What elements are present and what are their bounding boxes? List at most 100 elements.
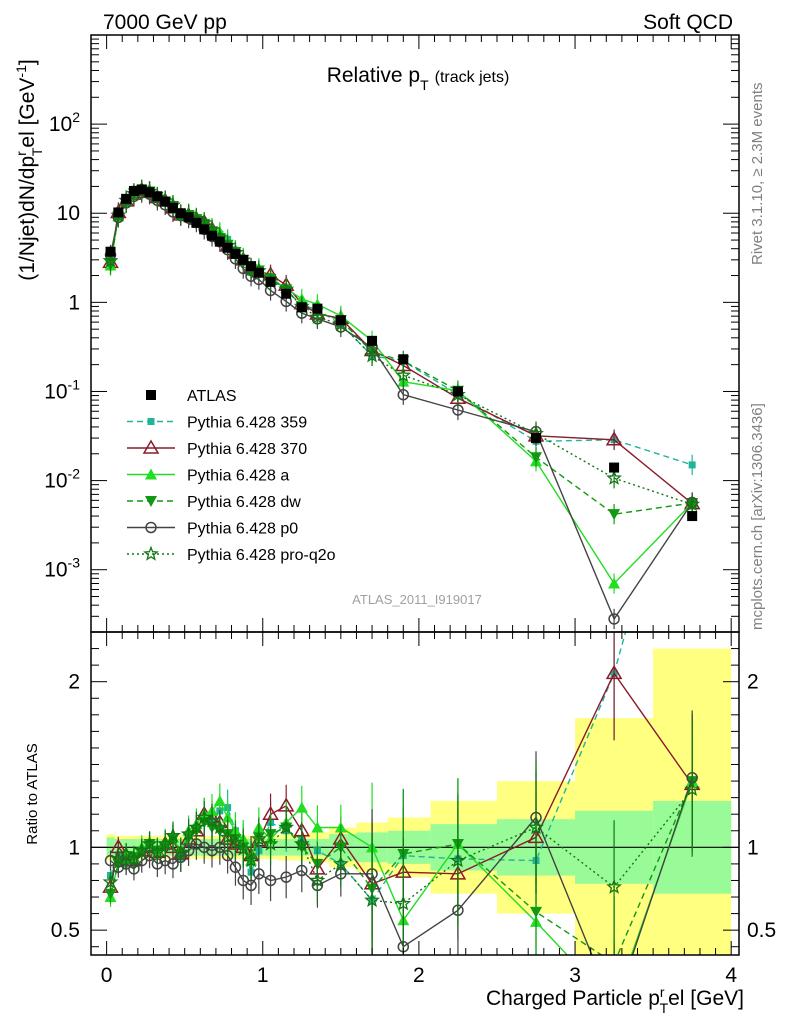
data-point xyxy=(105,246,116,257)
ylabel-sup2: -1 xyxy=(13,65,29,78)
x-tick-label: 2 xyxy=(413,964,425,987)
ratio-marker xyxy=(293,835,310,851)
y-tick-label-ratio-left: 2 xyxy=(68,671,80,694)
ratio-marker xyxy=(172,844,189,860)
y-tick-label-main: 10 xyxy=(57,202,80,225)
title-suffix: (track jets) xyxy=(435,69,510,86)
ratio-marker xyxy=(280,871,292,883)
plot-title: Relative pT (track jets) xyxy=(327,64,510,93)
ratio-marker xyxy=(167,858,179,870)
title-main: Relative p xyxy=(327,64,420,87)
main-marker xyxy=(684,496,701,512)
main-marker xyxy=(530,452,543,464)
data-point xyxy=(367,335,378,346)
data-point xyxy=(144,187,155,198)
ratio-frame xyxy=(90,631,740,956)
data-point xyxy=(199,224,210,235)
ratio-marker xyxy=(211,819,228,835)
y-tick-label-main: 102 xyxy=(49,109,80,136)
main-marker xyxy=(608,577,621,589)
data-point xyxy=(246,261,257,272)
y-tick-label-main: 1 xyxy=(68,291,80,314)
legend-label: Pythia 6.428 a xyxy=(187,468,289,485)
data-point xyxy=(687,511,698,522)
legend-marker xyxy=(143,545,159,561)
data-point xyxy=(335,315,346,326)
ratio-marker xyxy=(250,830,267,846)
y-tick-label-exponent: -3 xyxy=(68,555,81,571)
x-axis-label: Charged Particle pr Tel [GeV] xyxy=(486,984,744,1016)
header-right: Soft QCD xyxy=(643,11,733,34)
data-point xyxy=(121,193,132,204)
ratio-marker xyxy=(219,829,236,845)
x-tick-label: 1 xyxy=(257,964,269,987)
ratio-marker xyxy=(235,840,252,856)
main-marker xyxy=(364,347,380,363)
main-line-3 xyxy=(109,189,693,515)
ratio-marker xyxy=(309,872,326,888)
y-axis-label-main: (1/Njet)dN/dprTel [GeV-1] xyxy=(13,59,45,280)
main-marker xyxy=(309,309,326,324)
legend-marker xyxy=(146,390,156,400)
legend-marker xyxy=(145,521,157,534)
y-tick-label-ratio-left: 1 xyxy=(68,836,80,859)
ratio-marker xyxy=(213,794,226,806)
ratio-marker xyxy=(243,852,259,868)
header-left: 7000 GeV pp xyxy=(103,11,227,34)
legend-label: Pythia 6.428 359 xyxy=(187,415,307,432)
ratio-marker xyxy=(104,888,117,900)
data-point xyxy=(296,302,307,313)
legend-marker xyxy=(145,496,157,507)
analysis-watermark: ATLAS_2011_I919017 xyxy=(352,592,482,607)
main-marker xyxy=(608,613,620,625)
data-point xyxy=(214,236,225,247)
data-point xyxy=(253,267,264,278)
ratio-marker xyxy=(149,844,166,860)
legend-label: Pythia 6.428 370 xyxy=(187,441,307,458)
data-point xyxy=(152,191,163,202)
ratio-marker xyxy=(229,861,242,873)
y-tick-label-ratio-right: 0.5 xyxy=(747,919,776,942)
ratio-marker xyxy=(188,819,205,835)
ratio-marker xyxy=(196,809,213,825)
main-marker xyxy=(688,461,696,469)
ratio-bands xyxy=(106,648,732,955)
legend-marker xyxy=(147,418,155,425)
data-point xyxy=(452,386,463,397)
data-point xyxy=(191,217,202,228)
ratio-marker xyxy=(264,874,277,887)
data-point xyxy=(238,254,249,265)
data-point xyxy=(183,212,194,223)
x-tick-label: 4 xyxy=(725,964,737,987)
ratio-marker xyxy=(165,827,181,843)
data-point xyxy=(265,276,276,287)
y-tick-label-exponent: -2 xyxy=(68,466,81,482)
ratio-marker xyxy=(395,895,412,911)
ratio-marker xyxy=(126,850,142,866)
ratio-marker xyxy=(227,834,244,850)
data-point xyxy=(398,354,409,365)
y-axis-label-ratio: Ratio to ATLAS xyxy=(24,743,41,844)
y-tick-label-exponent: -1 xyxy=(68,376,81,392)
ratio-marker xyxy=(689,388,696,395)
main-marker xyxy=(606,469,623,485)
ratio-marker xyxy=(141,835,158,851)
ratio-marker xyxy=(245,879,257,892)
ratio-marker xyxy=(253,868,265,880)
y-tick-label-main: 10-1 xyxy=(44,376,80,403)
data-point xyxy=(167,202,178,213)
title-sub: T xyxy=(420,77,429,93)
data-point xyxy=(136,184,147,195)
x-tick-label: 0 xyxy=(101,964,113,987)
ratio-marker xyxy=(311,821,324,833)
main-frame xyxy=(90,34,740,633)
side-label-rivet: Rivet 3.1.10, ≥ 2.3M events xyxy=(749,83,766,266)
ratio-marker xyxy=(606,878,623,894)
data-point xyxy=(230,248,241,259)
ratio-marker xyxy=(262,835,279,851)
data-point xyxy=(160,196,171,207)
ratio-marker xyxy=(530,906,543,918)
ratio-marker xyxy=(118,845,135,861)
main-marker xyxy=(395,366,412,383)
legend-label: Pythia 6.428 pro-q2o xyxy=(187,547,336,564)
